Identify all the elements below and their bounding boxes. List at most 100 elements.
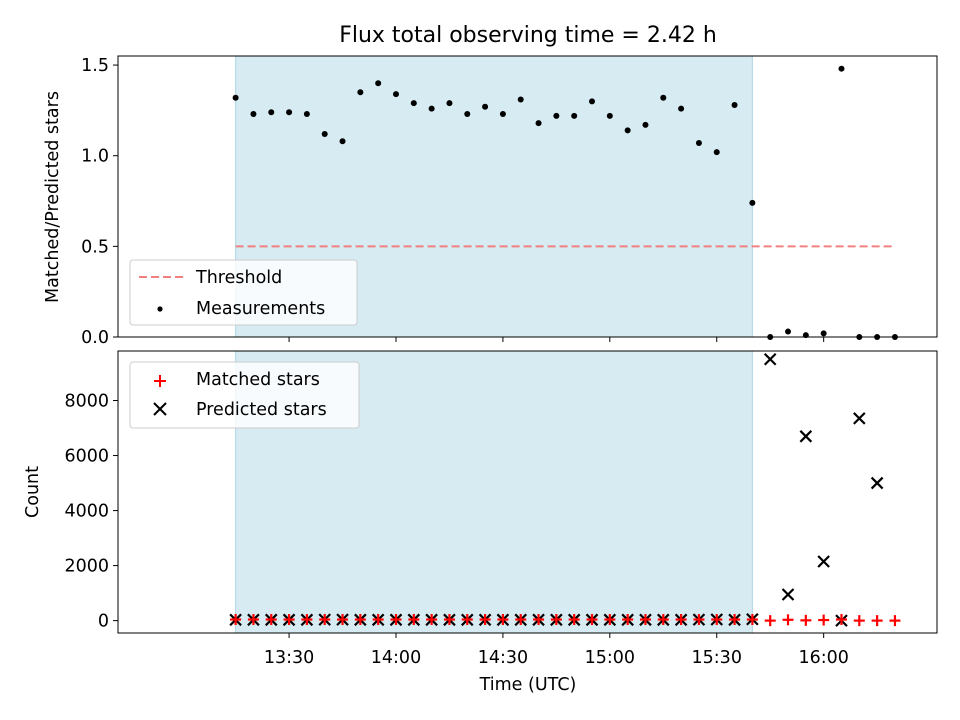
top-y-axis: 0.0 0.5 1.0 1.5	[81, 56, 118, 348]
matched-star-point	[283, 614, 295, 626]
measurement-point	[731, 101, 738, 108]
measurement-point	[339, 138, 346, 145]
bottom-legend-box	[129, 361, 360, 429]
matched-star-point	[711, 614, 723, 626]
matched-star-point	[550, 614, 562, 626]
legend-predicted-swatch	[153, 402, 167, 416]
matched-star-point	[622, 614, 634, 626]
matched-star-point	[657, 614, 669, 626]
measurement-point	[286, 109, 293, 116]
matched-star-point	[426, 614, 438, 626]
legend-measurements-swatch	[157, 306, 163, 312]
measurement-point	[517, 96, 524, 103]
bottom-y-tick-label: 2000	[64, 557, 109, 577]
matched-star-point	[533, 614, 545, 626]
matched-star-point	[265, 614, 277, 626]
matched-star-point	[230, 614, 242, 626]
measurement-point	[713, 149, 720, 156]
matched-star-point	[319, 614, 331, 626]
measurement-point	[232, 94, 239, 101]
measurement-point	[446, 100, 453, 107]
measurement-point	[303, 111, 310, 118]
top-y-tick-label: 1.0	[81, 147, 109, 167]
bottom-y-tick-label: 8000	[64, 392, 109, 412]
matched-star-point	[835, 614, 847, 626]
legend-threshold-label: Threshold	[195, 268, 282, 288]
bottom-x-tick-label: 14:30	[478, 648, 528, 668]
top-y-axis-label: Matched/Predicted stars	[43, 91, 63, 303]
matched-star-point	[639, 614, 651, 626]
legend-matched-label: Matched stars	[196, 370, 320, 390]
measurement-point	[606, 112, 613, 119]
legend-predicted-label: Predicted stars	[196, 400, 327, 420]
matched-star-point	[782, 614, 794, 626]
bottom-x-tick-label: 13:30	[264, 648, 314, 668]
measurement-point	[589, 98, 596, 105]
legend-measurements-label: Measurements	[196, 299, 325, 319]
matched-star-point	[515, 614, 527, 626]
matched-star-point	[247, 614, 259, 626]
bottom-x-axis: 13:30 14:00 14:30 15:00 15:30 16:00	[264, 633, 849, 668]
matched-star-point	[586, 614, 598, 626]
matched-star-point	[693, 614, 705, 626]
matched-star-point	[568, 614, 580, 626]
measurement-point	[535, 120, 542, 127]
measurement-point	[357, 89, 364, 96]
matched-star-point	[871, 615, 883, 627]
matched-star-point	[372, 614, 384, 626]
predicted-star-point	[817, 555, 830, 568]
matched-star-point	[354, 614, 366, 626]
measurement-point	[250, 111, 257, 118]
matched-star-point	[301, 614, 313, 626]
bottom-x-tick-label: 15:00	[585, 648, 635, 668]
measurement-point	[820, 330, 827, 337]
measurement-point	[464, 111, 471, 118]
measurement-point	[678, 105, 685, 112]
matched-star-point	[675, 614, 687, 626]
measurement-point	[268, 109, 275, 116]
bottom-x-axis-label: Time (UTC)	[479, 675, 577, 695]
measurement-point	[499, 111, 506, 118]
bottom-y-axis: 0 2000 4000 6000 8000	[64, 392, 118, 632]
top-y-tick-label: 1.5	[81, 56, 109, 76]
bottom-y-tick-label: 4000	[64, 502, 109, 522]
measurement-point	[624, 127, 631, 134]
top-x-ticks	[288, 337, 825, 342]
bottom-axes-frame	[117, 350, 938, 634]
matched-star-point	[800, 614, 812, 626]
top-legend: Threshold Measurements	[129, 259, 358, 326]
bottom-points-layer	[229, 351, 901, 633]
measurement-point	[642, 121, 649, 128]
chart-title: Flux total observing time = 2.42 h	[339, 23, 717, 48]
matched-star-point	[818, 614, 830, 626]
predicted-star-point	[763, 352, 777, 366]
matched-star-point	[497, 614, 509, 626]
matched-star-point	[889, 615, 901, 627]
legend-matched-swatch	[154, 375, 166, 387]
matched-star-point	[764, 615, 776, 627]
matched-star-point	[390, 614, 402, 626]
measurement-point	[321, 130, 328, 137]
top-panel: 0.0 0.5 1.0 1.5 Flux total observing time =…	[43, 23, 938, 348]
bottom-y-tick-label: 0	[98, 612, 109, 632]
measurement-point	[695, 140, 702, 147]
predicted-star-point	[870, 476, 884, 490]
measurement-point	[482, 103, 489, 110]
measurement-point	[838, 65, 845, 72]
top-axes-frame	[117, 55, 938, 338]
measurement-point	[785, 328, 792, 335]
matched-star-point	[461, 614, 473, 626]
bottom-x-tick-label: 14:00	[371, 648, 421, 668]
matched-star-point	[746, 614, 758, 626]
measurement-point	[410, 100, 417, 107]
bottom-y-tick-label: 6000	[64, 447, 109, 467]
predicted-star-point	[853, 412, 866, 425]
top-y-tick-label: 0.5	[81, 237, 109, 257]
matched-star-point	[408, 614, 420, 626]
predicted-star-point	[799, 430, 813, 443]
measurement-point	[660, 94, 667, 101]
measurement-point	[553, 112, 560, 119]
bottom-y-axis-label: Count	[23, 466, 43, 518]
measurement-point	[392, 91, 399, 98]
